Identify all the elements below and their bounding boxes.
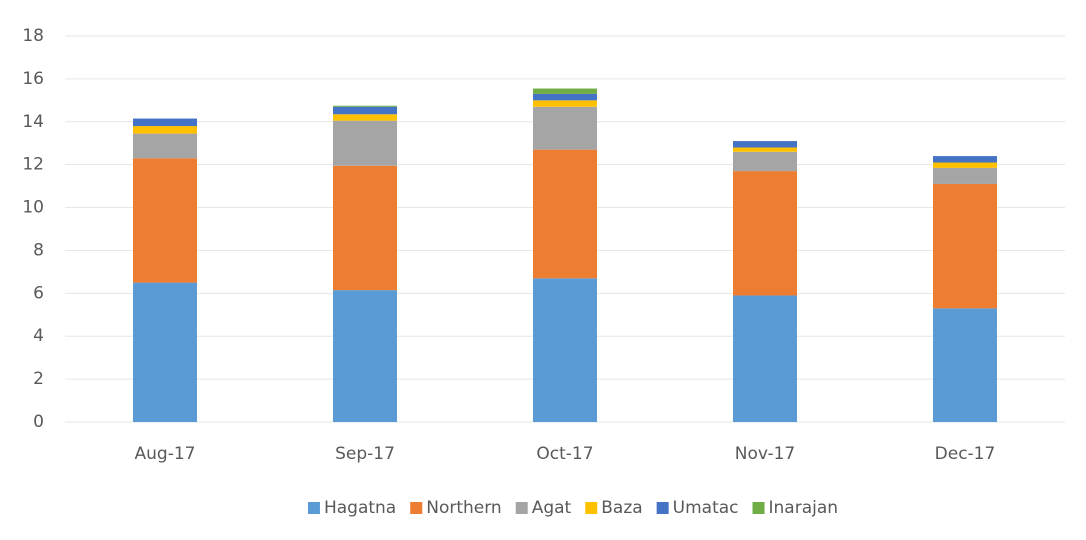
bar-segment (933, 308, 997, 422)
bar-segment (533, 93, 597, 101)
bar-segment (133, 118, 197, 127)
y-tick-label: 18 (22, 26, 44, 46)
x-tick-label: Aug-17 (135, 444, 196, 464)
x-tick-label: Sep-17 (335, 444, 395, 464)
y-tick-label: 8 (33, 240, 44, 260)
legend-label: Hagatna (324, 498, 396, 518)
bar-segment (533, 88, 597, 94)
bar-segment (333, 290, 397, 422)
x-tick-label: Nov-17 (735, 444, 796, 464)
bar-segment (533, 100, 597, 107)
y-tick-label: 6 (33, 283, 44, 303)
bar-segment (333, 105, 397, 107)
bar-segment (733, 295, 797, 422)
legend-swatch (585, 502, 598, 514)
legend-label: Northern (426, 498, 501, 518)
bar-segment (533, 278, 597, 422)
y-tick-label: 12 (22, 155, 44, 175)
bar-segment (133, 158, 197, 283)
bar-segment (533, 106, 597, 150)
bar-segment (933, 156, 997, 163)
legend-swatch (307, 502, 320, 514)
legend-swatch (656, 502, 669, 514)
legend: Hagatna Northern Agat Baza Umatac Inarajan (307, 498, 839, 518)
legend-swatch (410, 502, 423, 514)
bar-segment (933, 167, 997, 184)
bar-segment (933, 183, 997, 309)
bar-segment (333, 114, 397, 121)
legend-swatch (515, 502, 528, 514)
bar-segment (733, 147, 797, 152)
bar-segment (333, 106, 397, 115)
y-tick-label: 10 (22, 198, 44, 218)
legend-swatch (752, 502, 765, 514)
bar-segment (333, 165, 397, 291)
bar-segment (733, 151, 797, 172)
x-tick-label: Dec-17 (935, 444, 996, 464)
bar-segment (133, 282, 197, 422)
bar-segment (333, 120, 397, 166)
legend-label: Umatac (673, 498, 739, 518)
legend-label: Inarajan (769, 498, 839, 518)
y-tick-label: 0 (33, 412, 44, 432)
bar-segment (933, 162, 997, 168)
y-tick-label: 4 (33, 326, 44, 346)
legend-label: Agat (532, 498, 572, 518)
bar-segment (533, 149, 597, 279)
x-tick-label: Oct-17 (536, 444, 593, 464)
y-tick-label: 14 (22, 112, 44, 132)
legend-label: Baza (601, 498, 642, 518)
bar-segment (133, 133, 197, 159)
y-tick-label: 16 (22, 69, 44, 89)
bar-segment (133, 126, 197, 134)
bar-segment (733, 141, 797, 148)
y-tick-label: 2 (33, 369, 44, 389)
bar-segment (733, 171, 797, 296)
